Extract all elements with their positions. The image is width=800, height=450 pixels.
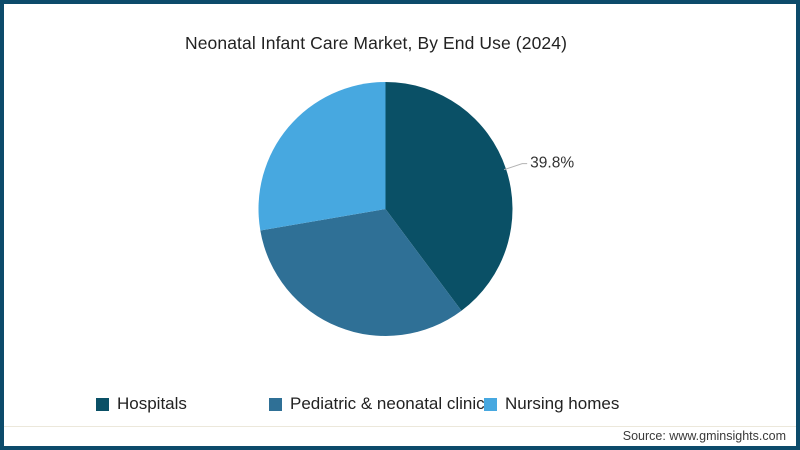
footer-separator-line bbox=[4, 426, 796, 427]
pie-slices-group bbox=[258, 81, 513, 336]
legend-item-pediatric-neonatal-clinics: Pediatric & neonatal clinics bbox=[269, 394, 493, 414]
legend-item-nursing-homes: Nursing homes bbox=[484, 394, 619, 414]
legend-swatch-pediatric-neonatal-clinics bbox=[269, 397, 282, 411]
pie-slice-nursing-homes bbox=[258, 81, 386, 231]
legend-label-hospitals: Hospitals bbox=[117, 394, 187, 413]
legend-label-nursing-homes: Nursing homes bbox=[505, 394, 620, 413]
source-credit: Source: www.gminsights.com bbox=[622, 429, 786, 443]
pie-slice-pediatric-and-neonatal-clinics bbox=[260, 209, 462, 336]
label-leader-line bbox=[503, 163, 528, 171]
legend-item-hospitals: Hospitals bbox=[96, 394, 187, 414]
pie-slice-hospitals bbox=[385, 82, 513, 311]
hospitals-share-label: 39.8% bbox=[530, 155, 574, 172]
legend-swatch-nursing-homes bbox=[484, 397, 497, 411]
legend-swatch-hospitals bbox=[96, 397, 109, 411]
chart-title: Neonatal Infant Care Market, By End Use … bbox=[184, 33, 567, 53]
legend-label-pediatric-neonatal-clinics: Pediatric & neonatal clinics bbox=[290, 394, 494, 413]
